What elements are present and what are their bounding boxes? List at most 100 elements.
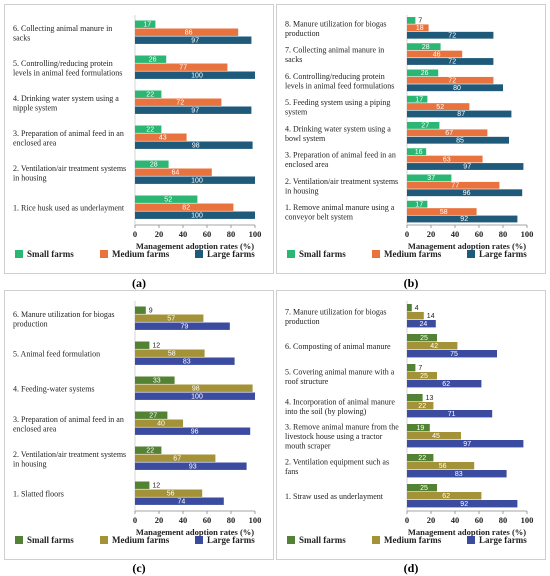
bar (407, 484, 437, 492)
data-label: 18 (416, 25, 424, 32)
data-label: 52 (436, 104, 444, 111)
legend-swatch (100, 536, 108, 544)
category-label: 2. Ventilation/air treatment systems (285, 177, 398, 186)
x-tick-label: 40 (451, 515, 460, 525)
data-label: 27 (421, 123, 429, 130)
category-label: production (285, 317, 320, 326)
legend-label: Medium farms (112, 249, 170, 259)
x-tick-label: 60 (475, 229, 484, 239)
bar (135, 341, 150, 349)
bar (407, 200, 428, 208)
data-label: 37 (427, 175, 435, 182)
bar (407, 17, 416, 24)
x-tick-label: 100 (521, 229, 534, 239)
category-label: sacks (13, 33, 30, 42)
category-label: 6. Collecting animal manure in (13, 24, 112, 33)
data-label: 79 (181, 324, 189, 331)
data-label: 83 (455, 471, 463, 478)
data-label: 72 (448, 32, 456, 39)
bar (135, 125, 162, 133)
category-label: 4. Drinking water system using a (285, 124, 391, 133)
bar (407, 492, 482, 500)
bar (407, 122, 440, 129)
panel-label-d: (d) (403, 561, 419, 575)
bar (407, 342, 458, 350)
category-label: 1. Rice husk used as underlayment (13, 204, 125, 213)
data-label: 25 (420, 485, 428, 492)
x-tick-label: 80 (227, 229, 236, 239)
bar (407, 364, 416, 372)
data-label: 100 (191, 213, 203, 220)
bar (135, 392, 255, 400)
legend-swatch (195, 536, 203, 544)
bar (407, 103, 470, 110)
data-label: 17 (415, 201, 423, 208)
chart-b: 0 20 40 60 80 100 Management adoption rates (%… (285, 15, 534, 259)
data-label: 100 (191, 73, 203, 80)
x-tick-label: 100 (249, 515, 262, 525)
bar (407, 174, 452, 182)
data-label: 67 (173, 456, 181, 463)
data-label: 27 (149, 413, 157, 420)
category-label: 1. Slatted floors (13, 490, 64, 499)
x-axis-label: Management adoption rates (%) (136, 241, 254, 251)
bar (135, 106, 252, 114)
bar (407, 454, 434, 462)
legend-label: Large farms (207, 249, 255, 259)
bar (135, 497, 224, 505)
x-tick-label: 20 (155, 229, 164, 239)
data-label: 87 (457, 111, 465, 118)
data-label: 9 (149, 308, 153, 315)
data-label: 28 (150, 162, 158, 169)
legend-swatch (372, 250, 380, 258)
data-label: 43 (159, 135, 167, 142)
data-label: 86 (185, 30, 193, 37)
legend-swatch (100, 250, 108, 258)
data-label: 63 (443, 156, 451, 163)
bar (407, 148, 427, 156)
bar (407, 372, 437, 380)
data-label: 74 (178, 499, 186, 506)
data-label: 82 (182, 205, 190, 212)
data-label: 57 (167, 316, 175, 323)
bar (407, 394, 423, 402)
bar (135, 176, 255, 184)
category-label: 8. Manure utilization for biogas (285, 19, 387, 28)
category-label: sacks (285, 55, 302, 64)
bar (407, 432, 461, 440)
legend-label: Medium farms (384, 535, 442, 545)
data-label: 19 (417, 425, 425, 432)
bar (135, 90, 162, 98)
category-label: bowl system (285, 134, 326, 143)
bar (135, 133, 187, 141)
x-axis-label: Management adoption rates (%) (136, 527, 254, 537)
data-label: 77 (451, 183, 459, 190)
category-label: production (285, 29, 320, 38)
x-tick-label: 80 (227, 515, 236, 525)
x-tick-label: 100 (249, 229, 262, 239)
data-label: 26 (421, 70, 429, 77)
data-label: 97 (463, 441, 471, 448)
data-label: 56 (439, 463, 447, 470)
bar (135, 357, 235, 365)
bar (407, 304, 412, 312)
data-label: 12 (152, 483, 160, 490)
data-label: 33 (153, 378, 161, 385)
legend-label: Small farms (27, 535, 74, 545)
bar (407, 136, 509, 144)
data-label: 72 (176, 100, 184, 107)
panel-label-b: (b) (403, 276, 419, 290)
bar (407, 31, 494, 39)
bar (135, 322, 230, 330)
x-tick-label: 40 (451, 229, 460, 239)
data-label: 56 (167, 491, 175, 498)
data-label: 40 (157, 421, 165, 428)
bar (407, 312, 424, 320)
x-tick-label: 80 (499, 229, 508, 239)
x-axis-label: Management adoption rates (%) (408, 241, 526, 251)
category-label: mouth scraper (285, 442, 331, 451)
data-label: 25 (420, 335, 428, 342)
panel-a: 0 20 40 60 80 100 Management adoption rates (%… (4, 4, 274, 274)
category-label: 2. Ventilation/air treatment systems (13, 164, 126, 173)
bar (407, 110, 512, 118)
